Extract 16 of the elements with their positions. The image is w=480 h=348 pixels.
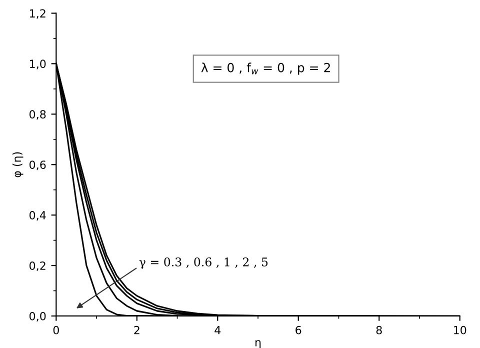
- x-tick-label: 10: [454, 326, 466, 334]
- y-tick-label: 0,6: [30, 160, 46, 170]
- annotation: γ = 0.3 , 0.6 , 1 , 2 , 5: [139, 257, 268, 269]
- y-tick-label: 0,8: [30, 110, 46, 120]
- y-tick-label: 1,0: [30, 60, 46, 70]
- x-tick-label: 6: [296, 326, 302, 334]
- y-tick-label: 0,2: [30, 262, 46, 272]
- annotation: λ = 0 , f$_{w}$ = 0 , p = 2: [201, 62, 330, 75]
- x-tick-label: 8: [376, 326, 382, 334]
- y-tick-label: 0,4: [30, 211, 46, 221]
- x-tick-label: 2: [134, 326, 140, 334]
- x-tick-label: 0: [53, 326, 59, 334]
- x-tick-label: 4: [214, 326, 221, 334]
- y-axis-title: φ (η): [12, 152, 24, 178]
- y-tick-label: 0,0: [30, 312, 46, 322]
- y-tick-label: 1,2: [30, 9, 46, 19]
